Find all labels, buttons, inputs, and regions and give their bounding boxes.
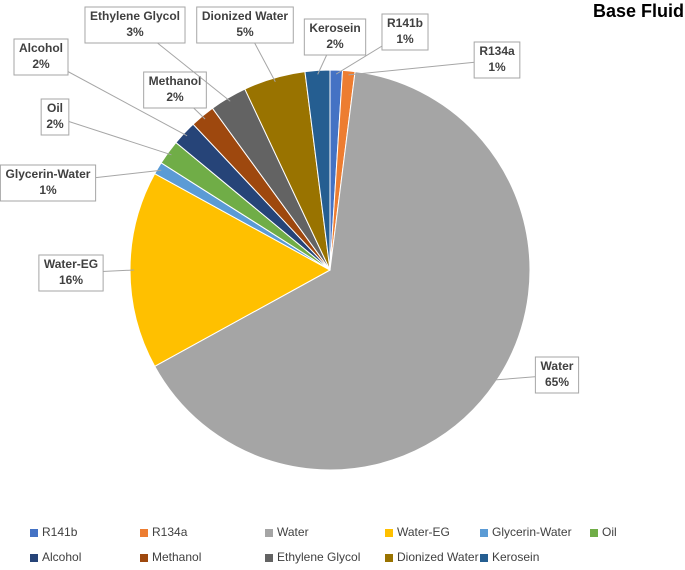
label-name: Oil	[47, 101, 63, 115]
label-value: 2%	[32, 57, 50, 71]
legend-label: Glycerin-Water	[492, 525, 572, 539]
data-label: Ethylene Glycol 3%	[84, 6, 186, 44]
legend-label: Oil	[602, 525, 617, 539]
legend-label: R134a	[152, 525, 188, 539]
label-name: Alcohol	[19, 41, 63, 55]
data-label: Oil 2%	[40, 98, 70, 136]
legend-label: Ethylene Glycol	[277, 550, 360, 564]
label-name: Water	[541, 359, 574, 373]
label-name: Glycerin-Water	[6, 167, 91, 181]
label-box	[196, 6, 294, 44]
legend-swatch	[30, 529, 38, 537]
data-label: Kerosein 2%	[303, 18, 367, 56]
pie-slice	[154, 71, 531, 471]
label-box	[303, 18, 367, 56]
legend-swatch	[140, 529, 148, 537]
label-name: Water-EG	[44, 257, 98, 271]
label-name: R134a	[479, 44, 515, 58]
label-box	[84, 6, 186, 44]
legend-label: Alcohol	[42, 550, 81, 564]
legend-swatch	[265, 554, 273, 562]
pie-slice	[304, 69, 331, 271]
legend-swatch	[265, 529, 273, 537]
label-box	[38, 254, 104, 292]
label-name: Ethylene Glycol	[90, 9, 180, 23]
data-label: Dionized Water 5%	[196, 6, 294, 44]
label-name: Methanol	[149, 74, 202, 88]
data-label: Water 65%	[534, 356, 580, 394]
label-box	[473, 41, 521, 79]
leader-line	[348, 59, 498, 76]
label-box	[534, 356, 580, 394]
label-box	[143, 71, 207, 109]
chart-title: Base Fluid	[593, 1, 684, 21]
label-box	[13, 38, 69, 76]
legend-label: Kerosein	[492, 550, 539, 564]
label-name: Kerosein	[309, 21, 360, 35]
label-name: R141b	[387, 16, 423, 30]
data-labels: R141b 1% R134a 1% Water 65% Water-EG 16% Glyceri…	[0, 6, 580, 394]
label-value: 1%	[488, 60, 506, 74]
label-value: 2%	[326, 37, 344, 51]
data-label: Alcohol 2%	[13, 38, 69, 76]
legend-swatch	[385, 529, 393, 537]
data-label: R134a 1%	[473, 41, 521, 79]
label-value: 16%	[59, 273, 83, 287]
label-name: Dionized Water	[202, 9, 289, 23]
legend-label: Methanol	[152, 550, 201, 564]
legend-label: Dionized Water	[397, 550, 479, 564]
label-box	[381, 13, 429, 51]
label-value: 65%	[545, 375, 569, 389]
legend-label: R141b	[42, 525, 78, 539]
legend-swatch	[480, 529, 488, 537]
label-value: 5%	[236, 25, 254, 39]
data-label: Methanol 2%	[143, 71, 207, 109]
label-value: 2%	[46, 117, 64, 131]
label-value: 3%	[126, 25, 144, 39]
data-label: Water-EG 16%	[38, 254, 104, 292]
label-value: 1%	[39, 183, 57, 197]
label-box	[40, 98, 70, 136]
leader-line	[54, 116, 172, 156]
legend-swatch	[480, 554, 488, 562]
data-label: Glycerin-Water 1%	[0, 164, 97, 202]
data-label: R141b 1%	[381, 13, 429, 51]
legend-swatch	[30, 554, 38, 562]
label-value: 2%	[166, 90, 184, 104]
label-value: 1%	[396, 32, 414, 46]
legend-label: Water	[277, 525, 309, 539]
slices	[129, 69, 531, 471]
legend-swatch	[140, 554, 148, 562]
legend-swatch	[590, 529, 598, 537]
legend-label: Water-EG	[397, 525, 450, 539]
legend-swatch	[385, 554, 393, 562]
label-box	[0, 164, 97, 202]
